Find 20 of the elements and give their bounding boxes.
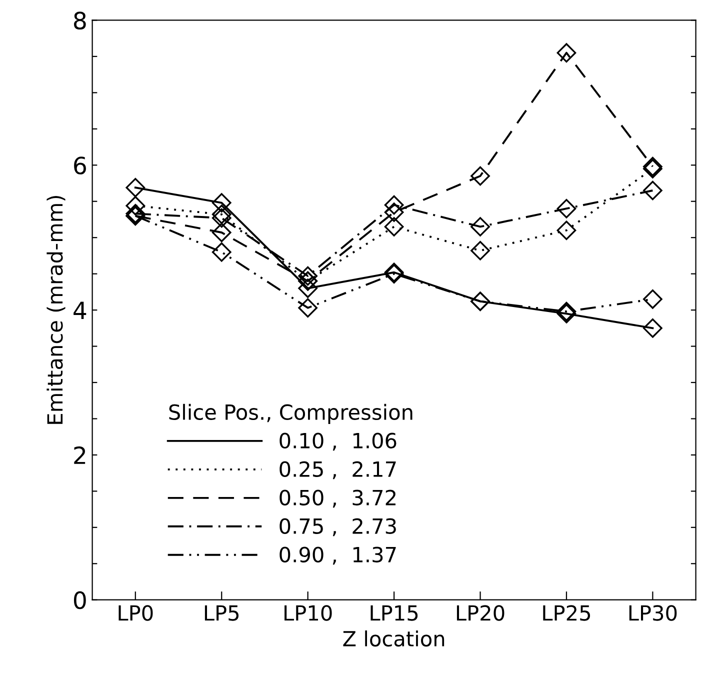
x-tick-label: LP0 <box>118 605 153 621</box>
y-tick-label: 2 <box>74 446 86 464</box>
x-tick-label: LP20 <box>456 605 504 621</box>
x-tick-label: LP25 <box>543 605 590 621</box>
legend-title: Slice Pos., Compression <box>169 404 412 424</box>
legend-label: 0.25 , 2.17 <box>280 461 396 480</box>
x-tick-label: LP30 <box>629 605 677 621</box>
x-tick-label: LP10 <box>284 605 332 621</box>
y-tick-label: 4 <box>74 302 86 320</box>
legend-label: 0.75 , 2.73 <box>280 518 396 536</box>
legend-label: 0.90 , 1.37 <box>280 546 396 565</box>
x-tick-label: LP5 <box>204 605 239 621</box>
y-tick-label: 8 <box>74 12 86 30</box>
y-tick-label: 6 <box>74 156 86 174</box>
legend-label: 0.10 , 1.06 <box>280 432 396 451</box>
x-tick-label: LP15 <box>370 605 418 621</box>
x-axis-title: Z location <box>343 630 444 647</box>
y-tick-label: 0 <box>74 591 86 610</box>
y-axis-title: Emittance (mrad-mm) <box>46 196 66 424</box>
legend-label: 0.50 , 3.72 <box>280 490 396 508</box>
